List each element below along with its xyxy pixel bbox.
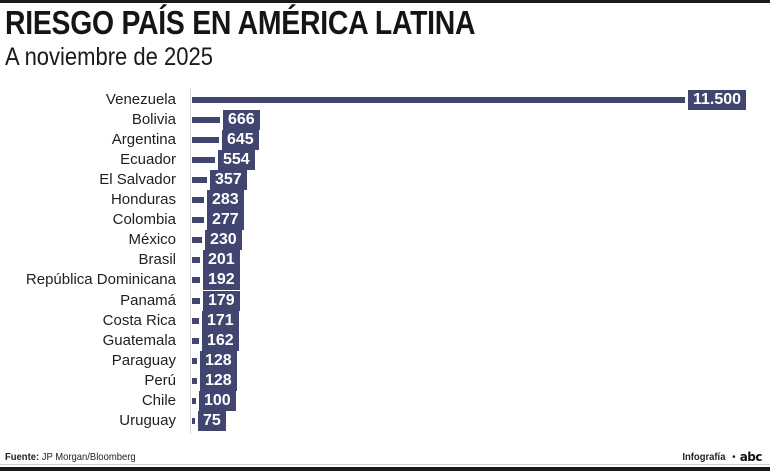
bar bbox=[192, 357, 197, 364]
bar-row: Chile 100 bbox=[0, 390, 770, 411]
source-value: JP Morgan/Bloomberg bbox=[41, 451, 136, 463]
bar bbox=[192, 217, 204, 224]
bar bbox=[192, 97, 685, 103]
value-label: 666 bbox=[223, 110, 260, 131]
value-label: 357 bbox=[210, 170, 247, 191]
category-label: Venezuela bbox=[105, 91, 176, 108]
abc-logo-icon: abc bbox=[739, 450, 763, 464]
bar-row: Argentina 645 bbox=[0, 130, 770, 151]
category-label: República Dominicana bbox=[25, 271, 176, 289]
bar-row: Paraguay 128 bbox=[0, 350, 770, 371]
category-label: Perú bbox=[144, 371, 176, 389]
value-label: 100 bbox=[199, 390, 236, 411]
chart-title: RIESGO PAÍS EN AMÉRICA LATINA bbox=[5, 4, 476, 41]
value-label: 192 bbox=[203, 270, 240, 291]
category-label: El Salvador bbox=[99, 171, 176, 189]
source-note: Fuente: JP Morgan/Bloomberg bbox=[5, 451, 136, 463]
footer-divider bbox=[0, 464, 770, 465]
bar-row: Colombia 277 bbox=[0, 210, 770, 231]
category-label: Uruguay bbox=[119, 411, 176, 429]
bar-row: Ecuador 554 bbox=[0, 150, 770, 171]
value-label: 283 bbox=[207, 190, 244, 211]
bar-row: Bolivia 666 bbox=[0, 110, 770, 131]
bottom-rule bbox=[0, 467, 770, 471]
bar bbox=[192, 277, 200, 284]
category-label: Costa Rica bbox=[102, 311, 176, 329]
bar-row: Guatemala 162 bbox=[0, 330, 770, 351]
separator-dot: • bbox=[732, 451, 736, 463]
bar bbox=[192, 397, 196, 404]
credit: Infografía • abc bbox=[680, 450, 763, 464]
bar bbox=[192, 157, 215, 164]
value-label: 179 bbox=[203, 290, 240, 311]
bar-row: Brasil 201 bbox=[0, 250, 770, 271]
category-label: México bbox=[128, 231, 176, 249]
bar bbox=[192, 377, 197, 384]
category-label: Ecuador bbox=[120, 151, 176, 169]
bar-row: Panamá 179 bbox=[0, 290, 770, 311]
category-label: Bolivia bbox=[131, 111, 176, 129]
chart-subtitle: A noviembre de 2025 bbox=[5, 43, 213, 71]
value-label: 277 bbox=[207, 210, 244, 231]
category-label: Colombia bbox=[112, 211, 176, 229]
bar bbox=[192, 137, 219, 144]
value-label: 128 bbox=[200, 350, 237, 371]
value-label: 171 bbox=[202, 310, 239, 331]
source-label: Fuente: bbox=[5, 451, 40, 463]
bar-row: Uruguay 75 bbox=[0, 410, 770, 431]
bar bbox=[192, 117, 220, 124]
bar bbox=[192, 317, 199, 324]
value-label: 162 bbox=[202, 330, 239, 351]
bar-row: Venezuela 11.500 bbox=[0, 90, 770, 110]
value-label: 201 bbox=[203, 250, 240, 271]
value-label: 554 bbox=[218, 150, 255, 171]
category-label: Brasil bbox=[138, 251, 176, 269]
bar-row: República Dominicana 192 bbox=[0, 270, 770, 291]
bar-row: Costa Rica 171 bbox=[0, 310, 770, 331]
category-label: Argentina bbox=[111, 131, 176, 149]
bar bbox=[192, 197, 204, 204]
bar-row: Honduras 283 bbox=[0, 190, 770, 211]
credit-label: Infografía bbox=[682, 451, 726, 463]
value-label: 11.500 bbox=[688, 90, 747, 110]
bar bbox=[192, 297, 200, 304]
category-label: Guatemala bbox=[102, 331, 176, 349]
category-label: Panamá bbox=[120, 291, 176, 309]
category-label: Honduras bbox=[110, 191, 176, 209]
value-label: 75 bbox=[198, 410, 226, 431]
bar bbox=[192, 337, 199, 344]
bar bbox=[192, 417, 195, 424]
y-axis-line bbox=[190, 88, 191, 434]
bar-row: México 230 bbox=[0, 230, 770, 251]
bar bbox=[192, 257, 200, 264]
value-label: 230 bbox=[205, 230, 242, 251]
top-rule bbox=[0, 0, 770, 3]
bar-row: El Salvador 357 bbox=[0, 170, 770, 191]
category-label: Chile bbox=[141, 391, 176, 409]
bar bbox=[192, 237, 202, 244]
bar bbox=[192, 177, 207, 184]
bar-row: Perú 128 bbox=[0, 370, 770, 391]
value-label: 128 bbox=[200, 370, 237, 391]
category-label: Paraguay bbox=[111, 351, 176, 369]
value-label: 645 bbox=[222, 130, 259, 151]
